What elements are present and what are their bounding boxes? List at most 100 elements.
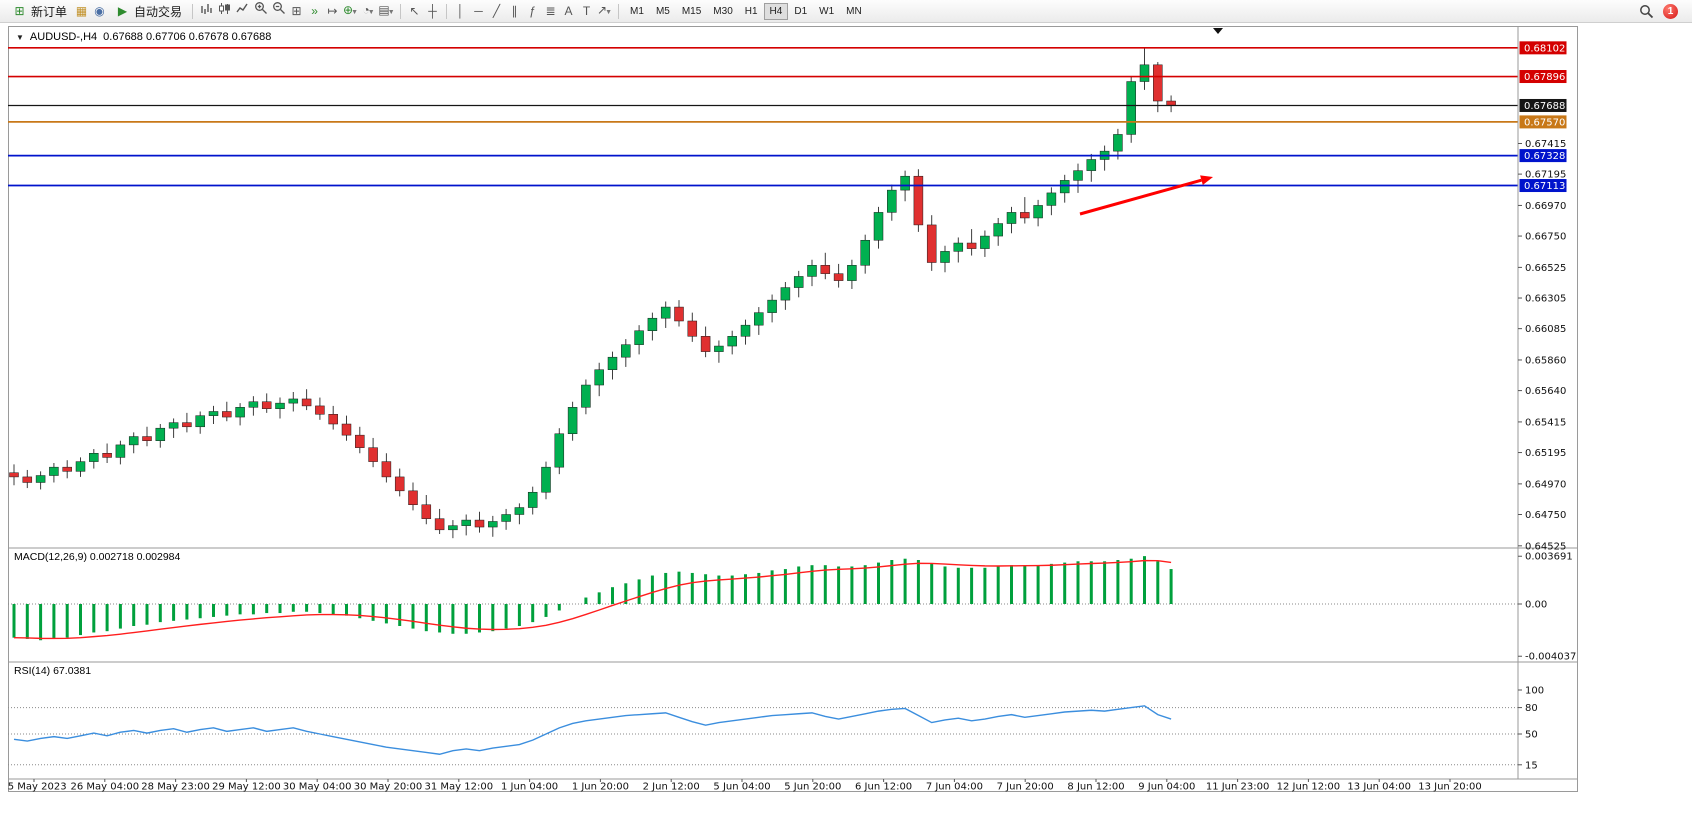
chevron-down-icon: ▼ (351, 8, 359, 16)
price-tick-label: 0.65860 (1525, 355, 1566, 366)
bear-candle (421, 504, 432, 519)
bear-candle (833, 273, 844, 281)
bear-candle (222, 411, 232, 418)
zoom-out-icon[interactable] (270, 1, 287, 21)
arrows-tool-icon[interactable]: ↗▼ (597, 2, 613, 17)
price-tick-label: 0.67415 (1525, 139, 1566, 150)
bull-candle (621, 344, 631, 358)
time-axis-label: 9 Jun 04:00 (1138, 782, 1195, 793)
timeframe-button-h1[interactable]: H1 (739, 3, 764, 20)
bull-candle (900, 175, 910, 191)
price-tick-label: 0.64750 (1525, 510, 1566, 521)
bull-candle (235, 407, 245, 418)
timeframe-toolbar: M1 M5 M15 M30 H1 H4 D1 W1 MN (624, 2, 868, 20)
bull-candle (1059, 180, 1070, 194)
chart-canvas[interactable]: 0.68102 0.67896 0.67688 0.67570 0.67328 0.671… (8, 26, 1578, 792)
bear-candle (1020, 212, 1030, 219)
chart-collapse-icon[interactable]: ▼ (16, 32, 24, 42)
text-label-tool-icon[interactable]: T (582, 4, 591, 18)
price-tick-label: 0.66970 (1525, 201, 1566, 212)
bear-candle (341, 423, 352, 436)
bull-candle (660, 306, 671, 319)
timeframe-button-mn[interactable]: MN (840, 3, 868, 20)
bear-candle (368, 447, 378, 462)
price-line-badge-label: 0.67570 (1524, 117, 1565, 128)
chart-shift-marker[interactable] (1213, 28, 1223, 34)
bull-candle (488, 521, 498, 528)
time-axis-label: 5 Jun 04:00 (713, 782, 770, 793)
price-tick-label: 0.64970 (1525, 479, 1566, 490)
templates-icon[interactable]: ▤▼ (378, 2, 395, 17)
bull-candle (780, 287, 791, 301)
periods-icon[interactable]: ◔▼ (362, 2, 375, 17)
chart-shift-icon[interactable]: ↦ (327, 4, 338, 18)
bull-candle (1006, 212, 1017, 224)
price-tick-label: 0.64525 (1525, 541, 1566, 552)
bull-candle (155, 427, 166, 441)
timeframe-button-d1[interactable]: D1 (788, 3, 813, 20)
price-line-badge (1519, 115, 1567, 129)
notification-badge[interactable]: 1 (1663, 3, 1678, 19)
crosshair-icon[interactable]: ┼ (428, 4, 437, 18)
line-chart-icon[interactable] (234, 1, 251, 21)
charts-profiles-icon[interactable]: ▦ (75, 4, 88, 18)
cursor-icon[interactable]: ↖ (409, 4, 420, 18)
trend-arrow[interactable] (1079, 178, 1202, 216)
timeframe-button-m5[interactable]: M5 (650, 3, 676, 20)
search-icon[interactable] (1639, 4, 1654, 19)
timeframe-button-m30[interactable]: M30 (707, 3, 738, 20)
navigator-icon[interactable]: ◉ (94, 4, 105, 18)
price-tick-label: 0.66750 (1525, 232, 1566, 243)
indicators-icon[interactable]: ⊕▼ (343, 2, 359, 17)
shapes-tool-icon[interactable]: ≣ (545, 4, 556, 18)
horizontal-line-tool-icon[interactable]: ─ (474, 4, 483, 18)
bear-candle (966, 242, 977, 249)
rsi-indicator-label: RSI(14) 67.0381 (14, 665, 92, 677)
bull-candle (567, 407, 578, 435)
auto-scroll-icon[interactable]: » (311, 4, 318, 18)
fibonacci-tool-icon[interactable]: ƒ (529, 4, 536, 18)
autotrading-button[interactable]: ▶ 自动交易 (109, 1, 187, 21)
candlestick-chart-icon[interactable] (216, 1, 233, 21)
time-axis-label: 13 Jun 20:00 (1418, 782, 1482, 793)
bull-candle (1139, 64, 1150, 82)
bull-candle (448, 525, 458, 531)
price-tick-label: 0.65195 (1525, 448, 1566, 459)
new-order-label: 新订单 (31, 4, 68, 19)
timeframe-button-w1[interactable]: W1 (813, 3, 840, 20)
bull-candle (461, 519, 471, 526)
new-order-button[interactable]: ⊞ 新订单 (6, 1, 72, 21)
channel-tool-icon[interactable]: ∥ (511, 4, 518, 18)
price-line-badge-label: 0.68102 (1524, 43, 1565, 54)
price-line-badge (1519, 179, 1567, 193)
bull-candle (75, 461, 86, 472)
timeframe-button-h4[interactable]: H4 (763, 2, 789, 20)
bear-candle (102, 452, 112, 458)
bear-candle (315, 405, 325, 415)
text-tool-icon[interactable]: A (564, 4, 573, 18)
time-axis-label: 30 May 04:00 (283, 782, 352, 793)
tile-windows-icon[interactable]: ⊞ (291, 4, 302, 18)
price-line-badge-label: 0.67328 (1524, 151, 1565, 162)
zoom-in-icon[interactable] (252, 1, 269, 21)
trend-arrow-head[interactable] (1200, 175, 1213, 186)
bull-candle (1046, 192, 1057, 206)
chevron-down-icon: ▼ (387, 8, 395, 16)
bull-candle (807, 265, 817, 277)
price-tick-label: 0.66525 (1525, 263, 1566, 274)
timeframe-button-m15[interactable]: M15 (676, 3, 707, 20)
new-order-icon: ⊞ (14, 4, 25, 18)
bull-candle (275, 402, 285, 409)
toolbar-separator (446, 3, 448, 19)
vertical-line-tool-icon[interactable]: │ (456, 4, 465, 18)
time-axis-label: 12 Jun 12:00 (1277, 782, 1341, 793)
bear-candle (820, 265, 831, 274)
bear-candle (182, 422, 192, 428)
bar-chart-icon[interactable] (198, 1, 215, 21)
trendline-tool-icon[interactable]: ╱ (492, 4, 501, 18)
bear-candle (913, 175, 924, 226)
chart-symbol-period: AUDUSD-,H4 (29, 31, 98, 43)
bull-candle (714, 345, 724, 352)
timeframe-button-m1[interactable]: M1 (624, 3, 650, 20)
bull-candle (49, 466, 59, 476)
